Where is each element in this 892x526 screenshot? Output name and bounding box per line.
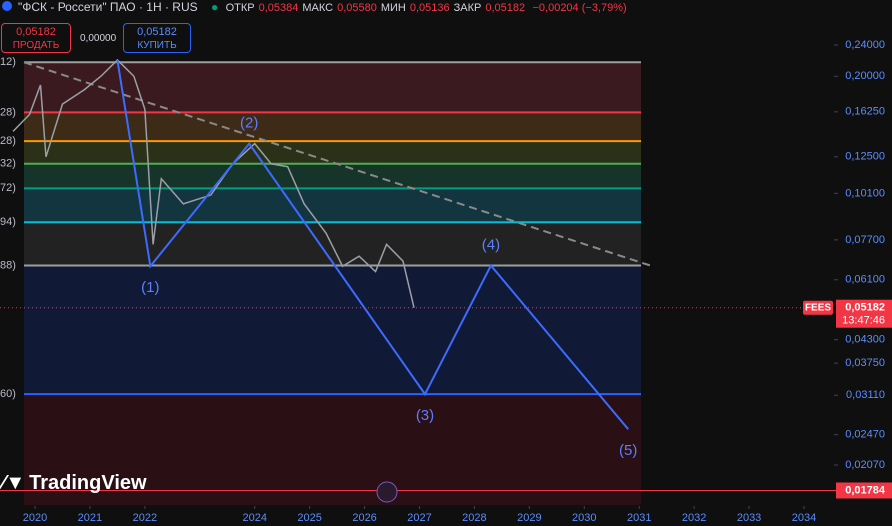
status: ● bbox=[210, 0, 219, 14]
x-tick-label: 2034 bbox=[792, 512, 816, 524]
spread: 0,00000 bbox=[80, 33, 117, 44]
ticker: FEES bbox=[805, 302, 831, 313]
wave-label: (5) bbox=[619, 442, 637, 459]
y-tick-label: 0,24000 bbox=[845, 39, 885, 51]
ohlc-value: 0,05384 bbox=[258, 2, 299, 14]
symbol[interactable]: "ФСК - Россети" ПАО · 1Н · RUS bbox=[18, 0, 198, 14]
buy-button[interactable]: 0,05182 КУПИТЬ bbox=[123, 23, 191, 53]
fib-label: 60) bbox=[0, 388, 16, 400]
y-tick-label: 0,12500 bbox=[845, 151, 885, 163]
fib-zone bbox=[24, 163, 641, 189]
y-tick-label: 0,02470 bbox=[845, 429, 885, 441]
price-time: 13:47:46 bbox=[842, 315, 885, 327]
y-tick-label: 0,03110 bbox=[846, 389, 885, 401]
price-line bbox=[12, 58, 415, 308]
x-tick-label: 2020 bbox=[23, 512, 47, 524]
x-tick-label: 2027 bbox=[407, 512, 431, 524]
ohlc-value: 0,05580 bbox=[337, 2, 377, 14]
fib-zone bbox=[24, 141, 641, 164]
wave-label: (1) bbox=[141, 279, 159, 296]
price-label: 0,05182 bbox=[845, 302, 885, 314]
fib-zone bbox=[24, 222, 641, 266]
buy-price: 0,05182 bbox=[137, 26, 177, 38]
ohlc-value: 0,05182 bbox=[485, 2, 526, 14]
x-tick-label: 2028 bbox=[462, 512, 486, 524]
ohlc-label: МАКС bbox=[302, 2, 334, 14]
x-tick-label: 2024 bbox=[242, 512, 266, 524]
low-badge bbox=[836, 482, 892, 499]
sell-price: 0,05182 bbox=[16, 26, 56, 38]
fib-zone bbox=[24, 112, 641, 142]
header: "ФСК - Россети" ПАО · 1Н · RUS ● ОТКР 0,0… bbox=[0, 0, 627, 16]
x-tick-label: 2026 bbox=[352, 512, 376, 524]
fib-label: 12) bbox=[0, 56, 16, 68]
y-tick-label: 0,20000 bbox=[845, 70, 885, 82]
low-label: 0,01784 bbox=[845, 484, 886, 496]
ohlc: ОТКР 0,05384 МАКС 0,05580 МИН 0,05136 ЗАКР 0,05… bbox=[226, 2, 530, 14]
replay-button[interactable] bbox=[376, 481, 398, 503]
price-badge bbox=[836, 299, 892, 328]
y-tick-label: 0,10100 bbox=[845, 187, 885, 199]
brand-text: TradingView bbox=[29, 472, 147, 494]
sell-label: ПРОДАТЬ bbox=[12, 40, 60, 51]
fib-label: 28) bbox=[0, 135, 16, 147]
fib-label: 28) bbox=[0, 106, 16, 118]
time-axis bbox=[0, 506, 892, 526]
y-tick-label: 0,04300 bbox=[845, 334, 885, 346]
x-tick-label: 2025 bbox=[297, 512, 321, 524]
x-tick-label: 2032 bbox=[682, 512, 706, 524]
sell-button[interactable]: 0,05182 ПРОДАТЬ bbox=[1, 23, 71, 53]
y-tick-label: 0,07700 bbox=[845, 234, 885, 246]
change: −0,00204 (−3,79%) bbox=[532, 2, 627, 14]
fib-zone bbox=[24, 62, 641, 113]
fib-zone bbox=[24, 265, 641, 395]
ohlc-value: 0,05136 bbox=[409, 2, 450, 14]
fib-zone bbox=[24, 394, 641, 505]
x-tick-label: 2021 bbox=[78, 512, 102, 524]
wave-label: (2) bbox=[240, 115, 258, 132]
wave-label: (3) bbox=[416, 407, 434, 424]
y-tick-label: 0,16250 bbox=[845, 106, 885, 118]
ohlc-label: ЗАКР bbox=[453, 2, 482, 14]
x-tick-label: 2030 bbox=[572, 512, 596, 524]
branding: ⁄▼ TradingView bbox=[2, 472, 147, 494]
y-tick-label: 0,03750 bbox=[845, 357, 885, 369]
symbol-icon bbox=[2, 1, 12, 11]
trend-line bbox=[23, 61, 651, 267]
fib-label: 88) bbox=[0, 259, 16, 271]
x-tick-label: 2033 bbox=[737, 512, 761, 524]
x-tick-label: 2022 bbox=[133, 512, 157, 524]
buy-label: КУПИТЬ bbox=[137, 40, 177, 51]
ohlc-label: МИН bbox=[380, 2, 406, 14]
fib-zone bbox=[24, 188, 641, 223]
wave-line bbox=[116, 59, 629, 430]
fib-label: 72) bbox=[0, 182, 16, 194]
y-tick-label: 0,06100 bbox=[845, 274, 885, 286]
y-tick-label: 0,02070 bbox=[845, 459, 885, 471]
fib-label: 32) bbox=[0, 158, 16, 170]
x-tick-label: 2031 bbox=[627, 512, 651, 524]
ohlc-label: ОТКР bbox=[225, 2, 255, 14]
wave-label: (4) bbox=[482, 236, 500, 253]
fib-label: 94) bbox=[0, 216, 16, 228]
ticker-badge bbox=[803, 300, 833, 315]
x-tick-label: 2029 bbox=[517, 512, 541, 524]
